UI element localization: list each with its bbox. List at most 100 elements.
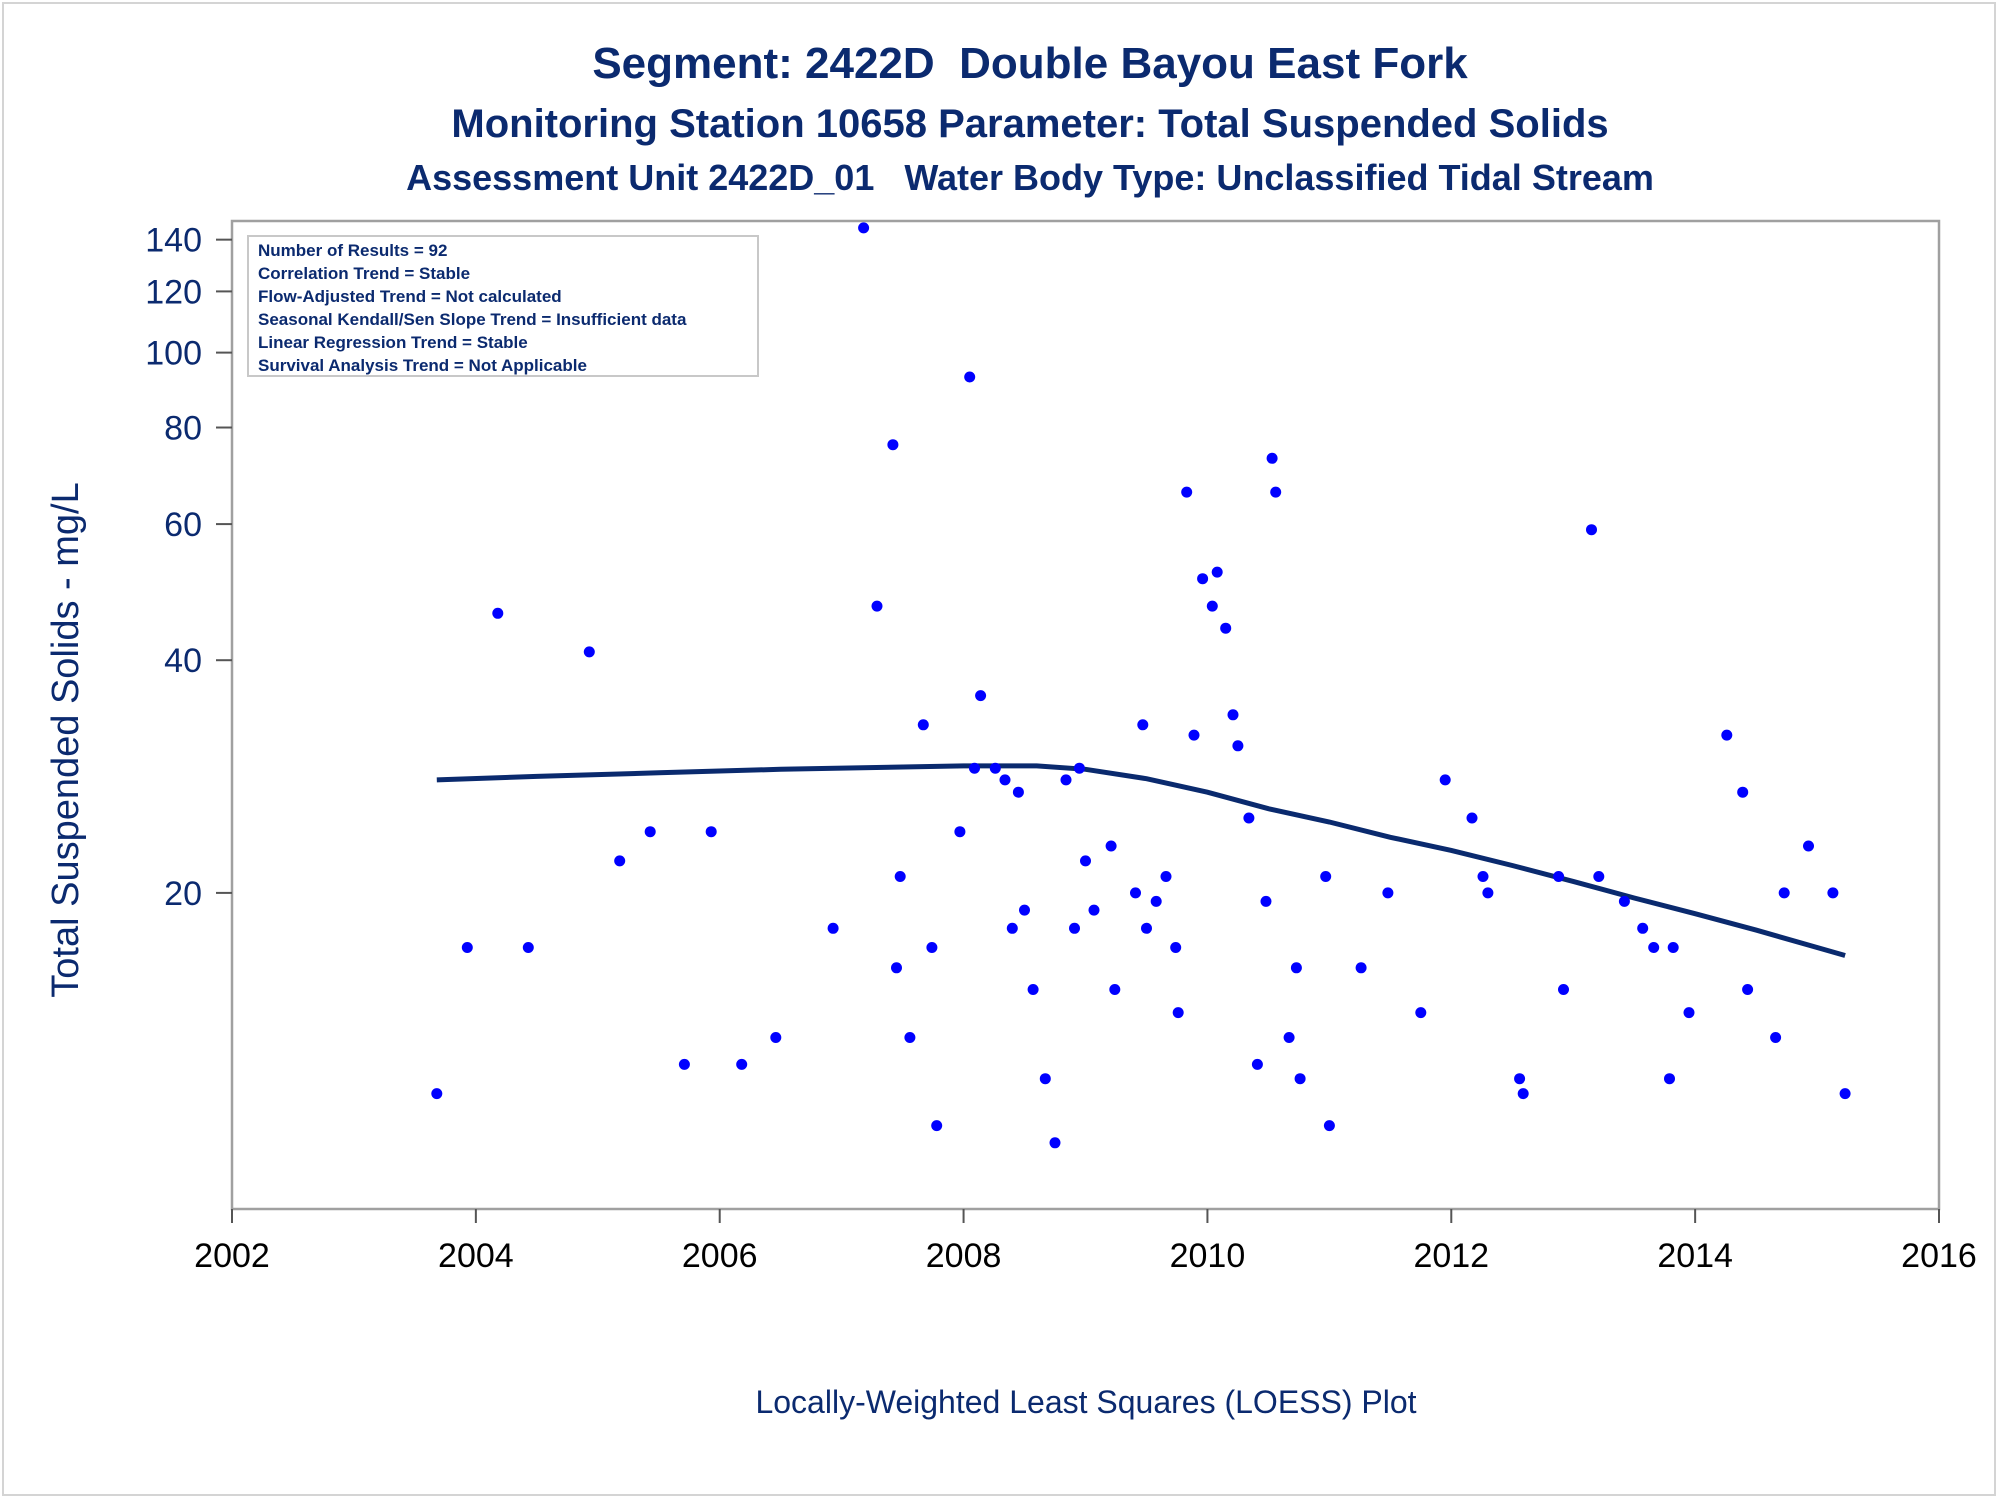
stats-line-4: Seasonal Kendall/Sen Slope Trend = Insuf… xyxy=(258,310,687,329)
data-point-34 xyxy=(1060,774,1072,786)
plot-area xyxy=(230,219,1941,1211)
data-point-62 xyxy=(1290,962,1302,974)
data-point-41 xyxy=(1130,887,1141,899)
data-point-52 xyxy=(1211,566,1223,578)
data-point-60 xyxy=(1270,486,1282,498)
data-point-81 xyxy=(1648,942,1660,953)
data-point-87 xyxy=(1742,984,1754,995)
y-tick-label-40: 40 xyxy=(164,642,202,680)
data-point-55 xyxy=(1232,740,1244,752)
data-point-82 xyxy=(1664,1073,1675,1085)
data-point-6 xyxy=(614,855,626,867)
data-point-17 xyxy=(894,871,906,882)
data-point-85 xyxy=(1721,729,1733,741)
data-point-74 xyxy=(1517,1088,1529,1100)
stats-line-5: Linear Regression Trend = Stable xyxy=(258,333,528,352)
data-point-29 xyxy=(1012,786,1024,798)
data-point-27 xyxy=(999,774,1011,786)
data-point-63 xyxy=(1294,1073,1306,1085)
footnote: Locally-Weighted Least Squares (LOESS) P… xyxy=(755,1384,1416,1420)
data-point-67 xyxy=(1382,887,1394,899)
data-point-68 xyxy=(1415,1007,1427,1019)
x-axis: 2002 2004 2006 2008 2010 2012 2014 2016 xyxy=(194,1209,1977,1275)
data-point-38 xyxy=(1088,904,1100,916)
data-point-44 xyxy=(1150,895,1162,907)
data-point-72 xyxy=(1482,887,1494,899)
data-point-3 xyxy=(492,607,504,619)
data-point-59 xyxy=(1266,452,1278,464)
data-point-75 xyxy=(1553,871,1565,882)
data-point-30 xyxy=(1019,904,1030,916)
data-point-45 xyxy=(1160,871,1172,882)
y-axis-label: Total Suspended Solids - mg/L xyxy=(45,482,87,997)
data-point-37 xyxy=(1080,855,1091,867)
data-point-35 xyxy=(1069,922,1080,934)
chart-subtitle-2: Assessment Unit 2422D_01 Water Body Type… xyxy=(406,157,1654,198)
loess-line xyxy=(436,763,1846,958)
data-point-13 xyxy=(858,222,870,234)
data-point-54 xyxy=(1227,709,1239,721)
stats-line-3: Flow-Adjusted Trend = Not calculated xyxy=(258,287,562,306)
data-point-77 xyxy=(1586,524,1597,536)
stats-line-2: Correlation Trend = Stable xyxy=(258,264,470,283)
data-point-80 xyxy=(1637,922,1649,934)
data-point-22 xyxy=(954,826,966,838)
data-point-78 xyxy=(1593,871,1605,882)
data-point-79 xyxy=(1618,895,1630,907)
data-point-46 xyxy=(1170,942,1182,953)
data-point-90 xyxy=(1803,840,1814,852)
x-tick-label-2004: 2004 xyxy=(438,1237,514,1275)
y-axis: 20 40 60 80 100 120 140 xyxy=(145,222,232,913)
x-tick-label-2012: 2012 xyxy=(1413,1237,1489,1275)
data-point-73 xyxy=(1514,1073,1526,1085)
data-point-84 xyxy=(1683,1007,1695,1019)
data-point-9 xyxy=(705,826,717,838)
data-point-28 xyxy=(1006,922,1018,934)
data-point-2 xyxy=(461,942,473,953)
y-tick-label-60: 60 xyxy=(164,506,202,544)
data-point-32 xyxy=(1039,1073,1051,1085)
data-point-12 xyxy=(827,922,839,934)
data-point-25 xyxy=(975,690,987,702)
data-point-71 xyxy=(1477,871,1489,882)
chart-subtitle: Monitoring Station 10658 Parameter: Tota… xyxy=(451,102,1608,146)
x-tick-label-2008: 2008 xyxy=(926,1237,1002,1275)
stats-box-border xyxy=(247,235,759,377)
data-point-58 xyxy=(1260,895,1272,907)
data-point-50 xyxy=(1197,573,1209,585)
data-point-11 xyxy=(770,1032,782,1043)
data-point-18 xyxy=(904,1032,916,1043)
stats-line-6: Survival Analysis Trend = Not Applicable xyxy=(258,356,587,375)
data-point-4 xyxy=(522,942,534,953)
data-point-57 xyxy=(1251,1058,1263,1070)
data-point-76 xyxy=(1558,984,1569,995)
data-point-86 xyxy=(1737,786,1749,798)
data-point-66 xyxy=(1355,962,1367,974)
data-point-61 xyxy=(1283,1032,1295,1043)
stats-line-1: Number of Results = 92 xyxy=(258,241,447,260)
data-point-49 xyxy=(1188,729,1200,741)
data-point-83 xyxy=(1667,942,1679,953)
x-tick-label-2006: 2006 xyxy=(682,1237,758,1275)
data-point-19 xyxy=(917,719,929,731)
data-point-10 xyxy=(736,1058,748,1070)
data-point-47 xyxy=(1172,1007,1184,1019)
y-tick-label-140: 140 xyxy=(145,222,202,260)
y-tick-label-100: 100 xyxy=(145,335,202,373)
data-point-40 xyxy=(1109,984,1121,995)
data-point-70 xyxy=(1466,812,1478,824)
data-point-5 xyxy=(583,646,595,658)
data-point-14 xyxy=(871,600,883,612)
title-block: Segment: 2422D Double Bayou East Fork Mo… xyxy=(406,39,1654,198)
y-tick-label-80: 80 xyxy=(164,410,202,448)
data-point-51 xyxy=(1206,600,1218,612)
data-point-24 xyxy=(969,762,980,774)
data-point-69 xyxy=(1439,774,1451,786)
data-point-64 xyxy=(1320,871,1332,882)
y-tick-label-120: 120 xyxy=(145,273,202,311)
data-point-43 xyxy=(1141,922,1152,934)
data-point-48 xyxy=(1181,486,1193,498)
data-point-23 xyxy=(964,371,976,383)
